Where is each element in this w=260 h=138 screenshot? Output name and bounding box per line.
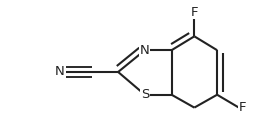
Text: F: F — [191, 6, 198, 18]
Text: F: F — [239, 101, 246, 114]
Text: N: N — [140, 44, 150, 57]
Text: N: N — [55, 65, 64, 79]
Text: S: S — [141, 88, 149, 101]
